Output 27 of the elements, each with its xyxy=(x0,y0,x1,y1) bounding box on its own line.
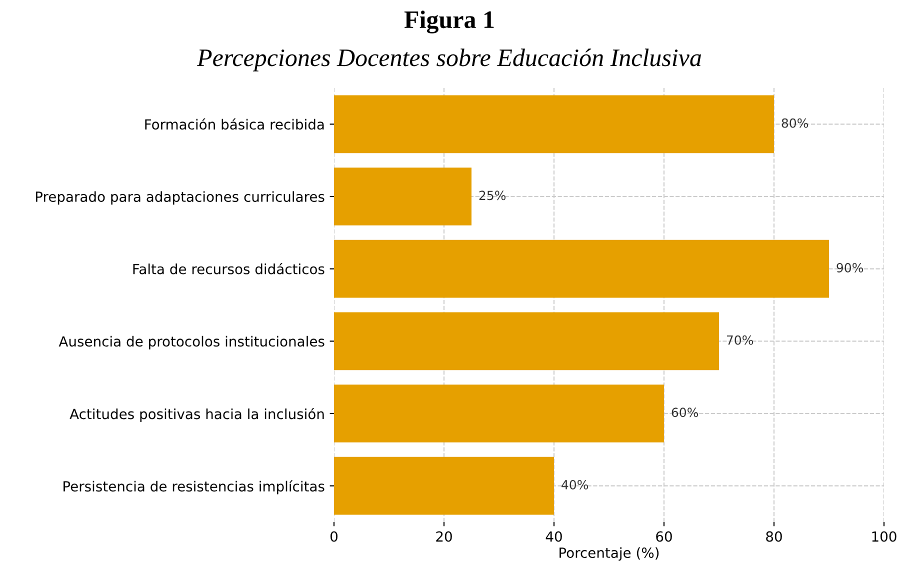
y-tick-label: Formación básica recibida xyxy=(145,118,324,130)
x-tick-label: 80 xyxy=(766,531,782,542)
x-tick-label: 60 xyxy=(656,531,672,542)
y-tick-label: Persistencia de resistencias implícitas xyxy=(64,480,324,494)
chart-title: Figura 1 xyxy=(404,10,494,34)
data-label: 90% xyxy=(836,263,864,272)
bar xyxy=(334,456,554,515)
x-tick-label: 100 xyxy=(872,531,896,542)
data-label: 40% xyxy=(562,480,588,490)
data-label: 25% xyxy=(479,190,506,200)
x-tick-label: 0 xyxy=(330,531,338,542)
data-label: 70% xyxy=(726,335,754,345)
y-tick-label: Ausencia de protocolos institucionales xyxy=(58,336,324,350)
bar xyxy=(334,384,664,442)
x-tick-label: 20 xyxy=(436,531,452,542)
y-tick-label: Falta de recursos didácticos xyxy=(133,263,324,274)
x-tick-label: 40 xyxy=(546,531,562,542)
bar xyxy=(334,240,829,298)
x-axis-title: Porcentaje (%) xyxy=(560,547,659,561)
chart-subtitle: Percepciones Docentes sobre Educación Inclusiva xyxy=(196,48,701,72)
bar xyxy=(334,312,719,370)
y-tick-label: Preparado para adaptaciones curriculares xyxy=(36,191,324,205)
bar xyxy=(334,95,774,154)
data-label: 80% xyxy=(782,118,808,128)
bar xyxy=(334,168,472,226)
y-tick-label: Actitudes positivas hacia la inclusión xyxy=(70,408,324,422)
data-label: 60% xyxy=(672,408,698,418)
